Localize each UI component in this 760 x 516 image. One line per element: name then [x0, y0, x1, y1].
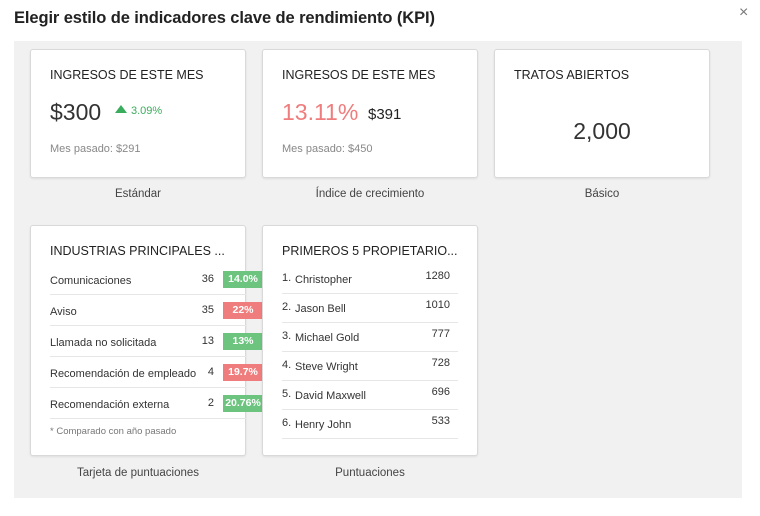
owner-score: 728 [431, 357, 450, 369]
industry-count: 13 [201, 335, 214, 347]
list-item: Comunicaciones 36 [50, 265, 246, 295]
owner-name: Jason Bell [295, 303, 346, 315]
close-icon[interactable]: × [739, 4, 749, 21]
kpi-value: 2,000 [573, 118, 631, 144]
kpi-card-scorecard[interactable]: INDUSTRIAS PRINCIPALES ... Comunicacione… [30, 225, 263, 456]
change-badge: 13% [223, 333, 263, 350]
industry-count: 36 [201, 273, 214, 285]
list-item: 3. Michael Gold 777 [282, 323, 458, 352]
list-item: 2. Jason Bell 1010 [282, 294, 458, 323]
kpi-card-growth[interactable]: INGRESOS DE ESTE MES 13.11% $391 Mes pas… [262, 49, 478, 178]
list-item: Llamada no solicitada 13 [50, 327, 246, 357]
industry-label: Comunicaciones [50, 275, 132, 287]
card-title: INDUSTRIAS PRINCIPALES ... [50, 244, 225, 258]
change-badge: 22% [223, 302, 263, 319]
owner-score: 533 [431, 415, 450, 427]
caption-rankings: Puntuaciones [335, 467, 405, 479]
owner-name: David Maxwell [295, 390, 366, 402]
card-title: INGRESOS DE ESTE MES [50, 68, 204, 82]
kpi-style-panel: INGRESOS DE ESTE MES $300 3.09% Mes pasa… [14, 41, 742, 498]
owner-name: Steve Wright [295, 361, 358, 373]
owner-score: 777 [431, 328, 450, 340]
comparison-footnote: * Comparado con año pasado [50, 426, 177, 437]
kpi-card-rankings[interactable]: PRIMEROS 5 PROPIETARIO... 1. Christopher 1… [262, 225, 478, 456]
industry-count: 35 [201, 304, 214, 316]
caption-growth: Índice de crecimiento [315, 188, 425, 200]
owner-name: Christopher [295, 274, 352, 286]
change-badge: 20.76% [223, 395, 263, 412]
previous-month-label: Mes pasado: $291 [50, 143, 141, 155]
industry-count: 2 [207, 397, 214, 409]
kpi-value: $300 [50, 99, 102, 125]
dialog-title: Elegir estilo de indicadores clave de re… [14, 9, 435, 27]
change-badge: 19.7% [223, 364, 263, 381]
change-badge: 14.0% [223, 271, 263, 288]
card-title: INGRESOS DE ESTE MES [282, 68, 436, 82]
industry-label: Aviso [50, 306, 77, 318]
owner-name: Henry John [295, 419, 352, 431]
card-title: PRIMEROS 5 PROPIETARIO... [282, 244, 458, 258]
owner-rank: 1. [282, 272, 292, 284]
list-item: Recomendación externa 2 [50, 389, 246, 419]
industry-label: Recomendación de empleado [50, 368, 197, 380]
growth-percent: 13.11% [282, 99, 359, 125]
list-item: 4. Steve Wright 728 [282, 352, 458, 381]
industry-count: 4 [207, 366, 214, 378]
previous-month-label: Mes pasado: $450 [282, 143, 373, 155]
owner-rank: 6. [282, 417, 292, 429]
list-item: 5. David Maxwell 696 [282, 381, 458, 410]
caption-scorecard: Tarjeta de puntuaciones [76, 467, 200, 479]
caption-basic: Básico [584, 188, 620, 200]
owner-score: 1280 [425, 270, 450, 282]
kpi-card-basic[interactable]: TRATOS ABIERTOS 2,000 [494, 49, 710, 178]
list-item: Recomendación de empleado 4 [50, 358, 246, 388]
list-item: 1. Christopher 1280 [282, 265, 458, 294]
owner-rank: 5. [282, 388, 292, 400]
owner-score: 696 [431, 386, 450, 398]
owner-rank: 4. [282, 359, 292, 371]
trend-value: 3.09% [131, 105, 163, 117]
kpi-value: $391 [368, 106, 402, 123]
industry-label: Llamada no solicitada [50, 337, 157, 349]
list-item: Aviso 35 [50, 296, 246, 326]
owner-name: Michael Gold [295, 332, 360, 344]
kpi-card-standard[interactable]: INGRESOS DE ESTE MES $300 3.09% Mes pasa… [30, 49, 246, 178]
owner-rank: 2. [282, 301, 292, 313]
list-item: 6. Henry John 533 [282, 410, 458, 439]
card-title: TRATOS ABIERTOS [514, 68, 630, 82]
owner-score: 1010 [425, 299, 450, 311]
trend-up-icon [115, 105, 127, 113]
caption-standard: Estándar [114, 188, 162, 200]
owner-rank: 3. [282, 330, 292, 342]
trend-indicator: 3.09% [115, 105, 162, 117]
industry-label: Recomendación externa [50, 399, 170, 411]
